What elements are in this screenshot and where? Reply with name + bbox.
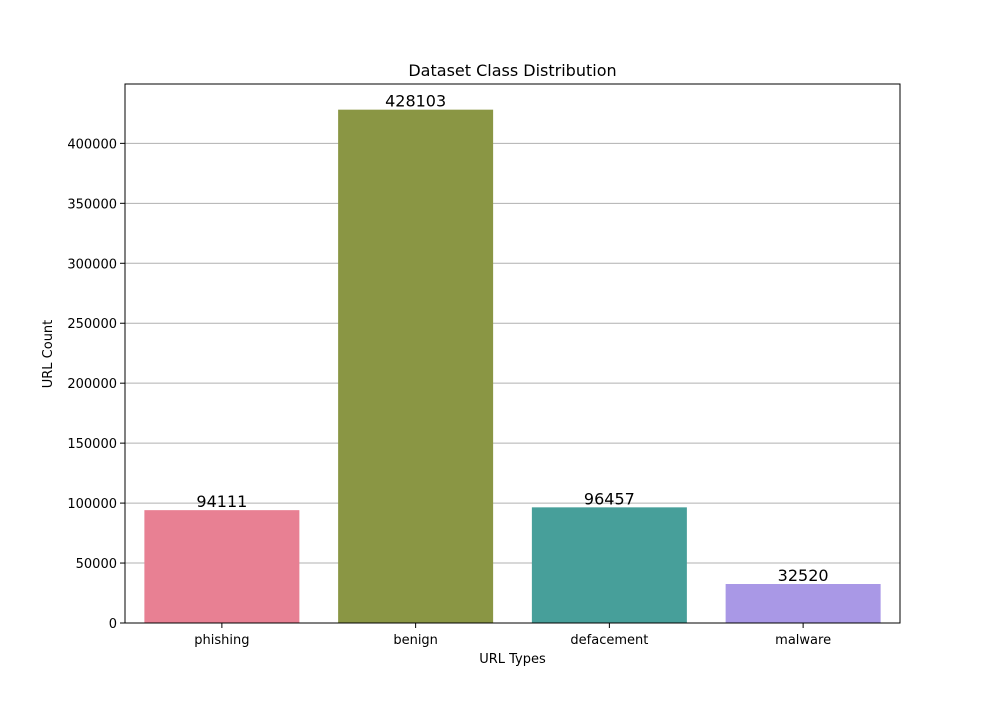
data-label-phishing: 94111 <box>196 492 247 511</box>
bar-defacement <box>531 507 687 623</box>
bar-malware <box>725 584 881 623</box>
data-label-benign: 428103 <box>385 92 446 111</box>
x-axis-label: URL Types <box>479 652 546 667</box>
y-tick-label-8: 400000 <box>67 137 117 152</box>
x-tick-label-benign: benign <box>393 633 438 648</box>
y-axis-label: URL Count <box>41 320 56 389</box>
x-tick-label-malware: malware <box>775 633 831 648</box>
plot-frame <box>124 83 901 624</box>
y-tick-label-3: 150000 <box>67 437 117 452</box>
y-tick-label-1: 50000 <box>76 557 117 572</box>
x-tick-label-phishing: phishing <box>194 633 249 648</box>
data-label-defacement: 96457 <box>584 489 635 508</box>
axis-ticks: phishing benign defacement malware 0 50000 100… <box>67 137 831 648</box>
bar-phishing <box>144 510 300 623</box>
chart-title: Dataset Class Distribution <box>408 61 616 80</box>
y-tick-label-6: 300000 <box>67 257 117 272</box>
y-tick-label-5: 250000 <box>67 317 117 332</box>
y-tick-label-7: 350000 <box>67 197 117 212</box>
y-tick-label-4: 200000 <box>67 377 117 392</box>
bars <box>144 109 881 623</box>
data-labels: 94111 428103 96457 32520 <box>196 92 828 585</box>
x-tick-label-defacement: defacement <box>570 633 648 648</box>
y-tick-label-0: 0 <box>109 617 117 632</box>
plot-border <box>124 83 901 624</box>
bar-benign <box>338 109 494 623</box>
y-tick-label-2: 100000 <box>67 497 117 512</box>
data-label-malware: 32520 <box>778 566 829 585</box>
